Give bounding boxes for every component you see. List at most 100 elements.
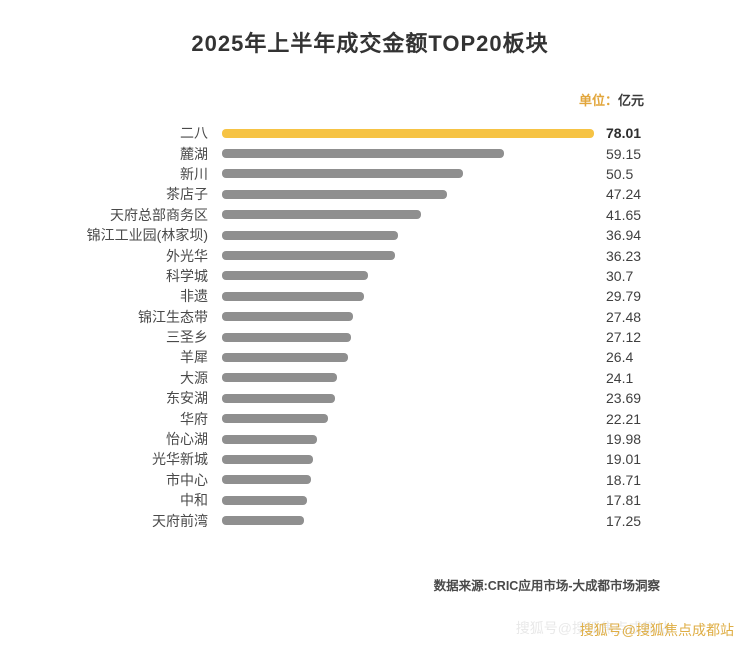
bar [222,332,352,342]
bar-area [222,393,594,403]
chart-row: 怡心湖 19.98 [12,429,740,449]
bar-area [222,128,594,138]
category-label: 非遗 [180,288,208,305]
value-label: 23.69 [606,390,642,407]
chart-row: 华府 22.21 [12,408,740,428]
bar [222,516,305,526]
category-label: 天府前湾 [152,512,208,529]
bar-area [222,373,594,383]
chart-row: 市中心 18.71 [12,470,740,490]
value-label: 19.98 [606,431,642,448]
category-label: 市中心 [166,471,208,488]
value-label: 41.65 [606,206,642,223]
bar [222,414,328,424]
value-label: 17.81 [606,492,642,509]
chart-rows: 二八 78.01 麓湖 59.15 新川 50.5 茶店子 47.24 天府总部商务区 41.65… [12,123,740,531]
category-label: 二八 [180,125,208,142]
bar [222,312,354,322]
value-label: 36.23 [606,247,642,264]
bar [222,251,395,261]
category-label: 华府 [180,410,208,427]
chart-row: 科学城 30.7 [12,266,740,286]
bar [222,230,399,240]
value-label: 47.24 [606,186,642,203]
value-label: 59.15 [606,145,642,162]
value-label: 36.94 [606,227,642,244]
chart-row: 麓湖 59.15 [12,143,740,163]
value-label: 30.7 [606,267,634,284]
bar-area [222,414,594,424]
value-label: 26.4 [606,349,634,366]
watermark-ghost: 搜狐号@搜狐焦点成都站 [515,620,670,636]
chart-row: 非遗 29.79 [12,286,740,306]
bar [222,271,369,281]
chart-row: 锦江工业园(林家坝) 36.94 [12,225,740,245]
bar-area [222,434,594,444]
bar-area [222,475,594,485]
category-label: 东安湖 [166,390,208,407]
value-label: 19.01 [606,451,642,468]
chart-row: 锦江生态带 27.48 [12,307,740,327]
category-label: 中和 [180,492,208,509]
bar-area [222,454,594,464]
bar-area [222,495,594,505]
bar [222,475,312,485]
bar-area [222,230,594,240]
bar [222,210,421,220]
bar-area [222,271,594,281]
chart-row: 外光华 36.23 [12,245,740,265]
value-label: 29.79 [606,288,642,305]
category-label: 大源 [180,369,208,386]
bar [222,128,594,138]
chart-row: 中和 17.81 [12,490,740,510]
watermark: 搜狐号@搜狐焦点成都站 [579,622,734,638]
bar [222,454,313,464]
bar [222,352,348,362]
category-label: 怡心湖 [166,431,208,448]
unit-value: 亿元 [617,93,644,108]
bar-chart: 二八 78.01 麓湖 59.15 新川 50.5 茶店子 47.24 天府总部商务区 41.65… [0,123,740,531]
category-label: 光华新城 [152,451,208,468]
chart-row: 三圣乡 27.12 [12,327,740,347]
chart-row: 新川 50.5 [12,164,740,184]
value-label: 27.48 [606,308,642,325]
bar [222,169,463,179]
bar-area [222,352,594,362]
category-label: 天府总部商务区 [110,206,208,223]
unit-prefix: 单位： [578,93,618,108]
bar [222,393,335,403]
page-title: 2025年上半年成交金额TOP20板块 [191,31,549,56]
category-label: 羊犀 [180,349,208,366]
chart-row: 光华新城 19.01 [12,449,740,469]
category-label: 外光华 [166,247,208,264]
bar-area [222,169,594,179]
category-label: 科学城 [166,267,208,284]
category-label: 新川 [180,165,208,182]
category-label: 锦江工业园(林家坝) [86,227,208,244]
bar-area [222,189,594,199]
value-label: 18.71 [606,471,642,488]
category-label: 茶店子 [166,186,208,203]
chart-row: 茶店子 47.24 [12,184,740,204]
value-label: 78.01 [606,125,642,142]
bar [222,189,448,199]
bar-area [222,210,594,220]
unit-label: 单位：亿元 [0,90,740,109]
chart-row: 天府前湾 17.25 [12,510,740,530]
bar-area [222,312,594,322]
chart-row: 羊犀 26.4 [12,347,740,367]
value-label: 24.1 [606,369,634,386]
bar [222,291,365,301]
bar [222,373,337,383]
bar [222,495,307,505]
bar-area [222,291,594,301]
value-label: 17.25 [606,512,642,529]
category-label: 锦江生态带 [138,308,208,325]
value-label: 27.12 [606,329,642,346]
category-label: 麓湖 [180,145,208,162]
chart-row: 东安湖 23.69 [12,388,740,408]
bar-area [222,516,594,526]
category-label: 三圣乡 [166,329,208,346]
value-label: 22.21 [606,410,642,427]
chart-row: 天府总部商务区 41.65 [12,205,740,225]
